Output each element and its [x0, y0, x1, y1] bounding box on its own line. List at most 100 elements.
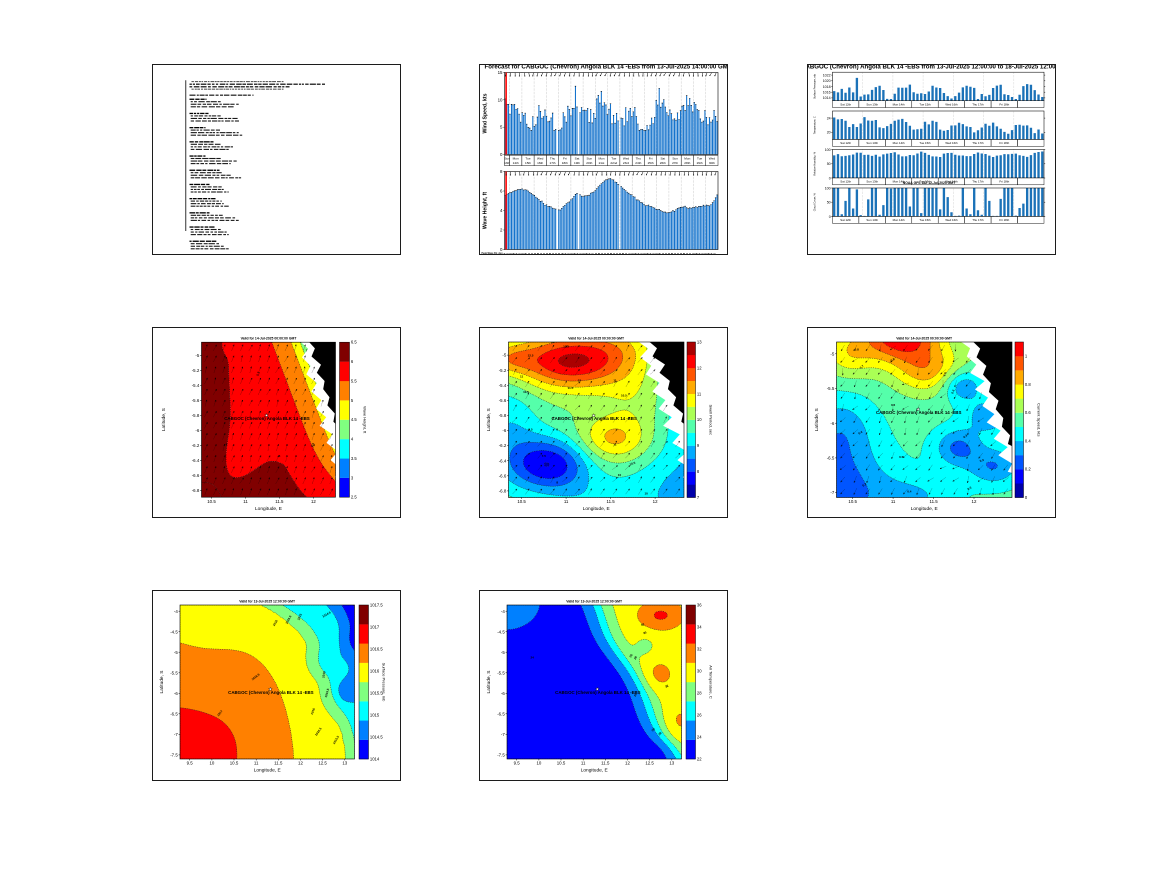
svg-text:20: 20 — [532, 252, 534, 255]
svg-text:Thu 17th: Thu 17th — [972, 180, 984, 184]
svg-text:02: 02 — [608, 252, 610, 255]
svg-text:02: 02 — [693, 252, 695, 255]
svg-text:10.5: 10.5 — [207, 499, 216, 504]
svg-text:0.2: 0.2 — [1025, 467, 1031, 472]
svg-text:08: 08 — [635, 252, 637, 255]
svg-text:08: 08 — [538, 252, 540, 255]
svg-text:100: 100 — [825, 186, 831, 190]
svg-text:15th: 15th — [525, 161, 531, 165]
svg-text:20th: 20th — [586, 161, 592, 165]
svg-text:13: 13 — [697, 340, 702, 345]
svg-text:02: 02 — [657, 252, 659, 255]
svg-text:34: 34 — [697, 625, 702, 630]
svg-text:02: 02 — [547, 252, 549, 255]
svg-text:-5.5: -5.5 — [827, 386, 835, 391]
svg-text:-5: -5 — [830, 351, 834, 356]
svg-text:Longitude, E: Longitude, E — [911, 506, 938, 512]
svg-text:Sat 12th: Sat 12th — [840, 218, 851, 222]
svg-text:Fri: Fri — [563, 157, 567, 161]
svg-text:08: 08 — [562, 252, 564, 255]
svg-text:50: 50 — [827, 162, 831, 166]
svg-text:12.5: 12.5 — [528, 354, 534, 358]
svg-text:0.4: 0.4 — [857, 430, 863, 436]
svg-text:02: 02 — [620, 252, 622, 255]
svg-text:10: 10 — [209, 761, 214, 766]
svg-text:11.5: 11.5 — [568, 386, 574, 390]
svg-text:9: 9 — [697, 443, 700, 448]
svg-text:-6.5: -6.5 — [827, 456, 835, 461]
svg-text:-5.5: -5.5 — [170, 670, 178, 675]
svg-text:6: 6 — [226, 443, 228, 447]
svg-text:Sat 12th: Sat 12th — [840, 180, 851, 184]
svg-text:20: 20 — [544, 252, 546, 255]
svg-text:11: 11 — [891, 499, 896, 504]
svg-text:Wind Speed, kts: Wind Speed, kts — [483, 93, 489, 133]
svg-text:12: 12 — [311, 499, 316, 504]
svg-text:NOAA GFS 18Z 12-Jul-2025 GMT: NOAA GFS 18Z 12-Jul-2025 GMT — [903, 181, 956, 185]
svg-text:0.6: 0.6 — [1025, 410, 1031, 415]
svg-text:12.5: 12.5 — [318, 761, 327, 766]
svg-text:17th: 17th — [549, 161, 555, 165]
svg-text:10.5: 10.5 — [523, 390, 529, 394]
svg-text:Longitude, E: Longitude, E — [583, 506, 610, 512]
svg-text:0.8: 0.8 — [1025, 382, 1031, 387]
svg-text:6.5: 6.5 — [351, 340, 357, 345]
svg-text:Tue 15th: Tue 15th — [919, 180, 931, 184]
svg-text:Tue 15th: Tue 15th — [919, 218, 931, 222]
svg-text:13th: 13th — [504, 161, 510, 165]
svg-text:02: 02 — [511, 252, 513, 255]
svg-text:Thu 17th: Thu 17th — [972, 218, 984, 222]
svg-text:1022: 1022 — [823, 73, 831, 77]
svg-text:1015.5: 1015.5 — [370, 691, 383, 696]
svg-text:0.3: 0.3 — [950, 389, 955, 395]
svg-text:24: 24 — [531, 655, 535, 659]
svg-text:12: 12 — [697, 365, 702, 370]
svg-text:14: 14 — [552, 252, 555, 255]
svg-text:1014.5: 1014.5 — [370, 735, 383, 740]
svg-text:Latitude, S: Latitude, S — [814, 408, 820, 431]
svg-text:14: 14 — [625, 252, 628, 255]
svg-text:1016: 1016 — [310, 707, 316, 715]
svg-text:14: 14 — [540, 252, 543, 255]
svg-text:Longitude, E: Longitude, E — [581, 768, 608, 774]
svg-text:4.5: 4.5 — [351, 417, 357, 422]
svg-text:08: 08 — [550, 252, 552, 255]
svg-text:3: 3 — [351, 475, 354, 480]
svg-text:28: 28 — [697, 691, 702, 696]
svg-text:5.5: 5.5 — [310, 442, 316, 448]
svg-text:1015: 1015 — [370, 713, 380, 718]
svg-text:Forecast for CABGOC (Chevron): Forecast for CABGOC (Chevron) Angola BLK… — [485, 65, 728, 71]
svg-text:14: 14 — [637, 252, 640, 255]
svg-text:20: 20 — [654, 252, 656, 255]
svg-text:26: 26 — [651, 727, 656, 732]
svg-text:08: 08 — [587, 252, 589, 255]
svg-text:4: 4 — [500, 208, 503, 213]
svg-text:Wx for CABGOC (Chevron) Angol: Wx for CABGOC (Chevron) Angola BLK 14 -E… — [808, 65, 1056, 71]
svg-text:20: 20 — [605, 252, 607, 255]
svg-text:-4: -4 — [501, 609, 505, 614]
svg-text:Sat 12th: Sat 12th — [840, 102, 851, 106]
svg-text:1016.5: 1016.5 — [314, 727, 323, 737]
svg-text:20: 20 — [617, 252, 619, 255]
svg-text:5: 5 — [351, 398, 354, 403]
svg-text:Air Temperature, C: Air Temperature, C — [709, 665, 714, 699]
svg-text:Thu 17th: Thu 17th — [972, 102, 984, 106]
svg-text:02: 02 — [584, 252, 586, 255]
svg-text:Fri 18th: Fri 18th — [999, 102, 1009, 106]
svg-text:0.5: 0.5 — [899, 455, 904, 459]
svg-text:Fri: Fri — [649, 157, 653, 161]
svg-text:20: 20 — [520, 252, 522, 255]
svg-text:0.6: 0.6 — [891, 403, 896, 407]
svg-text:32: 32 — [697, 647, 702, 652]
svg-text:10: 10 — [536, 761, 541, 766]
svg-text:20: 20 — [629, 252, 631, 255]
svg-text:28: 28 — [633, 655, 638, 660]
svg-text:14: 14 — [662, 252, 665, 255]
svg-text:5.5: 5.5 — [256, 371, 261, 377]
svg-text:-5.4: -5.4 — [192, 383, 200, 388]
svg-text:0: 0 — [500, 152, 503, 157]
svg-text:14: 14 — [564, 252, 567, 255]
svg-text:Tue: Tue — [525, 157, 530, 161]
svg-text:-6.4: -6.4 — [192, 458, 200, 463]
svg-text:14: 14 — [650, 252, 653, 255]
